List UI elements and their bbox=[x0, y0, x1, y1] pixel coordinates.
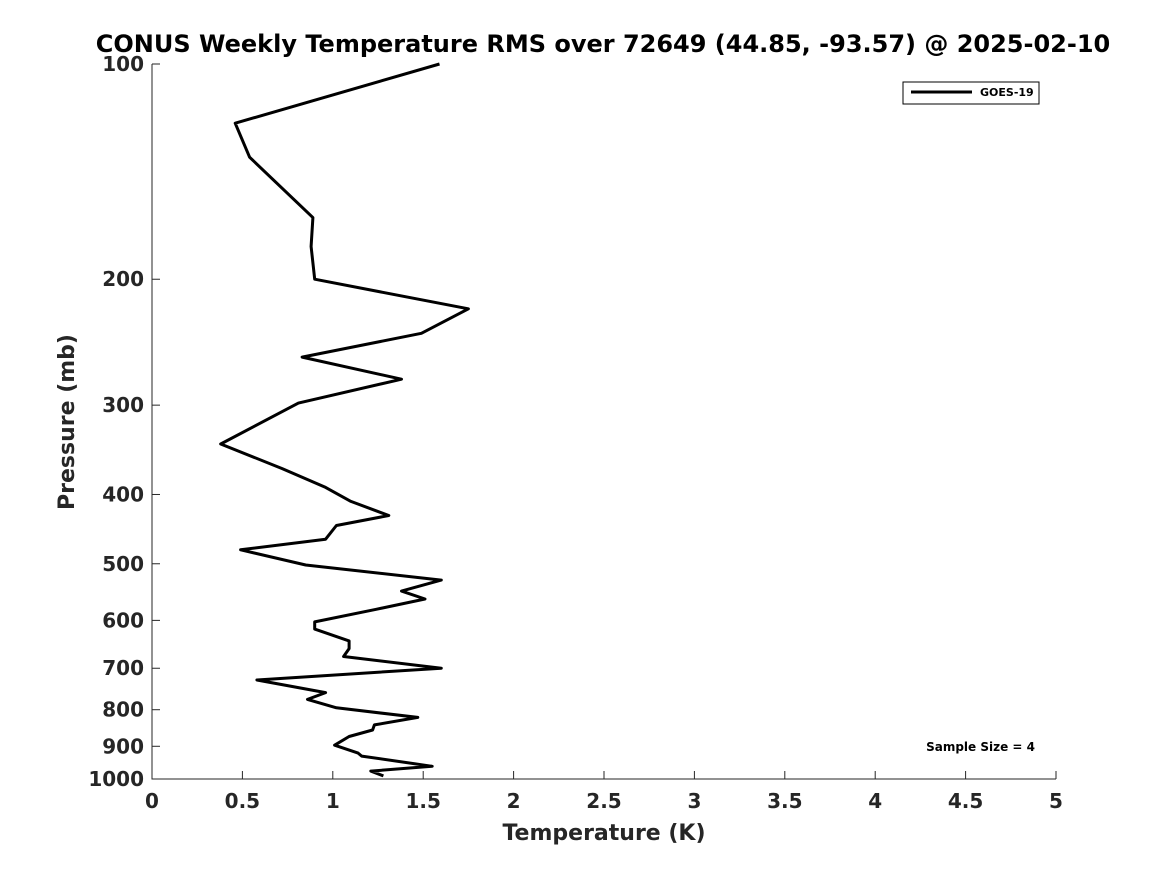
x-tick-label: 5 bbox=[1049, 789, 1063, 813]
series-line-goes-19 bbox=[219, 62, 470, 778]
legend-entry-goes-19: GOES-19 bbox=[980, 86, 1034, 99]
plot-area: 0 0.5 1 1.5 2 2.5 3 3.5 4 4.5 5 100 200 300 400 500 600… bbox=[88, 52, 1063, 813]
y-tick-label: 1000 bbox=[88, 767, 144, 791]
x-tick-label: 4.5 bbox=[948, 789, 983, 813]
x-tick-label: 0.5 bbox=[225, 789, 260, 813]
x-tick-label: 3.5 bbox=[767, 789, 802, 813]
x-tick-label: 3 bbox=[687, 789, 701, 813]
x-tick-label: 1.5 bbox=[405, 789, 440, 813]
x-tick-label: 0 bbox=[145, 789, 159, 813]
axes-frame bbox=[151, 64, 1056, 780]
sample-size-annotation: Sample Size = 4 bbox=[926, 740, 1035, 754]
y-tick-label: 300 bbox=[102, 393, 144, 417]
y-tick-label: 400 bbox=[102, 482, 144, 506]
legend: GOES-19 bbox=[902, 81, 1040, 105]
x-tick-label: 2 bbox=[507, 789, 521, 813]
y-axis-label: Pressure (mb) bbox=[55, 334, 80, 510]
y-tick-label: 500 bbox=[102, 552, 144, 576]
x-tick-label: 2.5 bbox=[586, 789, 621, 813]
series-layer bbox=[219, 62, 470, 778]
y-tick-label: 100 bbox=[102, 52, 144, 76]
x-axis-label: Temperature (K) bbox=[502, 821, 705, 846]
chart-title: CONUS Weekly Temperature RMS over 72649 … bbox=[96, 30, 1110, 58]
y-tick-label: 700 bbox=[102, 656, 144, 680]
x-axis-ticks: 0 0.5 1 1.5 2 2.5 3 3.5 4 4.5 5 bbox=[145, 771, 1063, 813]
x-tick-label: 4 bbox=[868, 789, 882, 813]
y-tick-label: 200 bbox=[102, 267, 144, 291]
y-tick-label: 600 bbox=[102, 608, 144, 632]
y-tick-label: 800 bbox=[102, 698, 144, 722]
x-tick-label: 1 bbox=[326, 789, 340, 813]
y-tick-label: 900 bbox=[102, 734, 144, 758]
y-axis-ticks: 100 200 300 400 500 600 700 800 900 1000 bbox=[88, 52, 160, 791]
